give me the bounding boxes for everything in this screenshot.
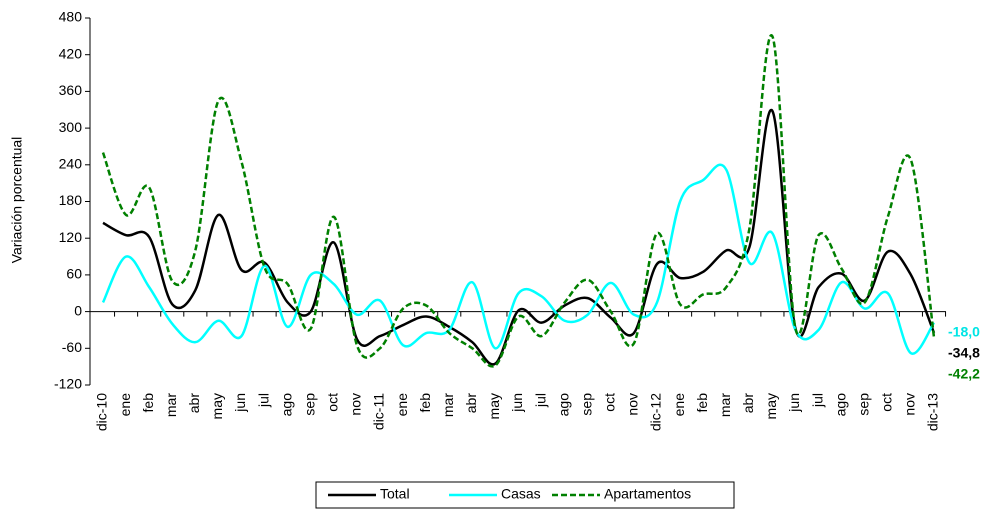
- y-tick-label: 420: [59, 45, 83, 61]
- x-tick-label: ago: [555, 393, 571, 417]
- y-tick-label: -120: [54, 376, 82, 392]
- x-tick-label: may: [763, 393, 779, 419]
- data-label: -34,8: [948, 344, 980, 360]
- x-tick-label: jul: [809, 393, 825, 408]
- y-tick-label: 60: [66, 266, 82, 282]
- x-tick-label: sep: [578, 393, 594, 416]
- x-tick-label: jul: [255, 393, 271, 408]
- x-tick-label: oct: [879, 393, 895, 412]
- x-tick-label: jul: [532, 393, 548, 408]
- x-tick-label: ene: [394, 393, 410, 417]
- x-tick-label: nov: [348, 393, 364, 416]
- x-tick-label: may: [209, 393, 225, 419]
- x-tick-label: abr: [740, 393, 756, 414]
- line-series: [101, 34, 936, 368]
- x-tick-label: may: [486, 393, 502, 419]
- x-tick-label: feb: [140, 393, 156, 413]
- y-tick-label: 0: [74, 302, 82, 318]
- x-tick-label: ago: [278, 393, 294, 417]
- y-tick-label: 180: [59, 192, 83, 208]
- x-tick-label: ago: [832, 393, 848, 417]
- x-tick-label: mar: [440, 393, 456, 417]
- y-tick-label: 120: [59, 229, 83, 245]
- data-label: -18,0: [948, 323, 980, 339]
- x-tick-label: jun: [786, 393, 802, 413]
- x-tick-label: ene: [671, 393, 687, 417]
- y-tick-label: 360: [59, 82, 83, 98]
- y-tick-label: 240: [59, 156, 83, 172]
- x-tick-label: nov: [902, 393, 918, 416]
- x-tick-label: feb: [694, 393, 710, 413]
- x-tick-label: sep: [301, 393, 317, 416]
- x-tick-label: ene: [117, 393, 133, 417]
- x-tick-label: dic-10: [94, 393, 110, 431]
- x-tick-label: mar: [717, 393, 733, 417]
- x-tick-label: dic-12: [648, 393, 664, 431]
- x-tick-label: abr: [186, 393, 202, 414]
- x-tick-label: nov: [625, 393, 641, 416]
- legend-label: Total: [380, 486, 410, 502]
- y-tick-label: 480: [59, 9, 83, 25]
- x-tick-label: mar: [163, 393, 179, 417]
- x-tick-label: jun: [509, 393, 525, 413]
- line-series: [101, 163, 936, 355]
- x-tick-label: abr: [463, 393, 479, 414]
- x-tick-label: oct: [602, 393, 618, 412]
- legend-box: [315, 481, 735, 509]
- data-label: -42,2: [948, 365, 980, 381]
- x-tick-label: dic-13: [925, 393, 941, 431]
- legend-label: Casas: [501, 486, 541, 502]
- x-tick-label: sep: [855, 393, 871, 416]
- y-tick-label: -60: [62, 339, 82, 355]
- x-tick-label: jun: [232, 393, 248, 413]
- x-tick-label: feb: [417, 393, 433, 413]
- y-axis-label: Variación porcentual: [9, 137, 25, 264]
- line-series: [102, 108, 936, 366]
- legend-label: Apartamentos: [604, 486, 691, 502]
- x-tick-label: oct: [325, 393, 341, 412]
- x-tick-label: dic-11: [371, 393, 387, 430]
- y-tick-label: 300: [59, 119, 83, 135]
